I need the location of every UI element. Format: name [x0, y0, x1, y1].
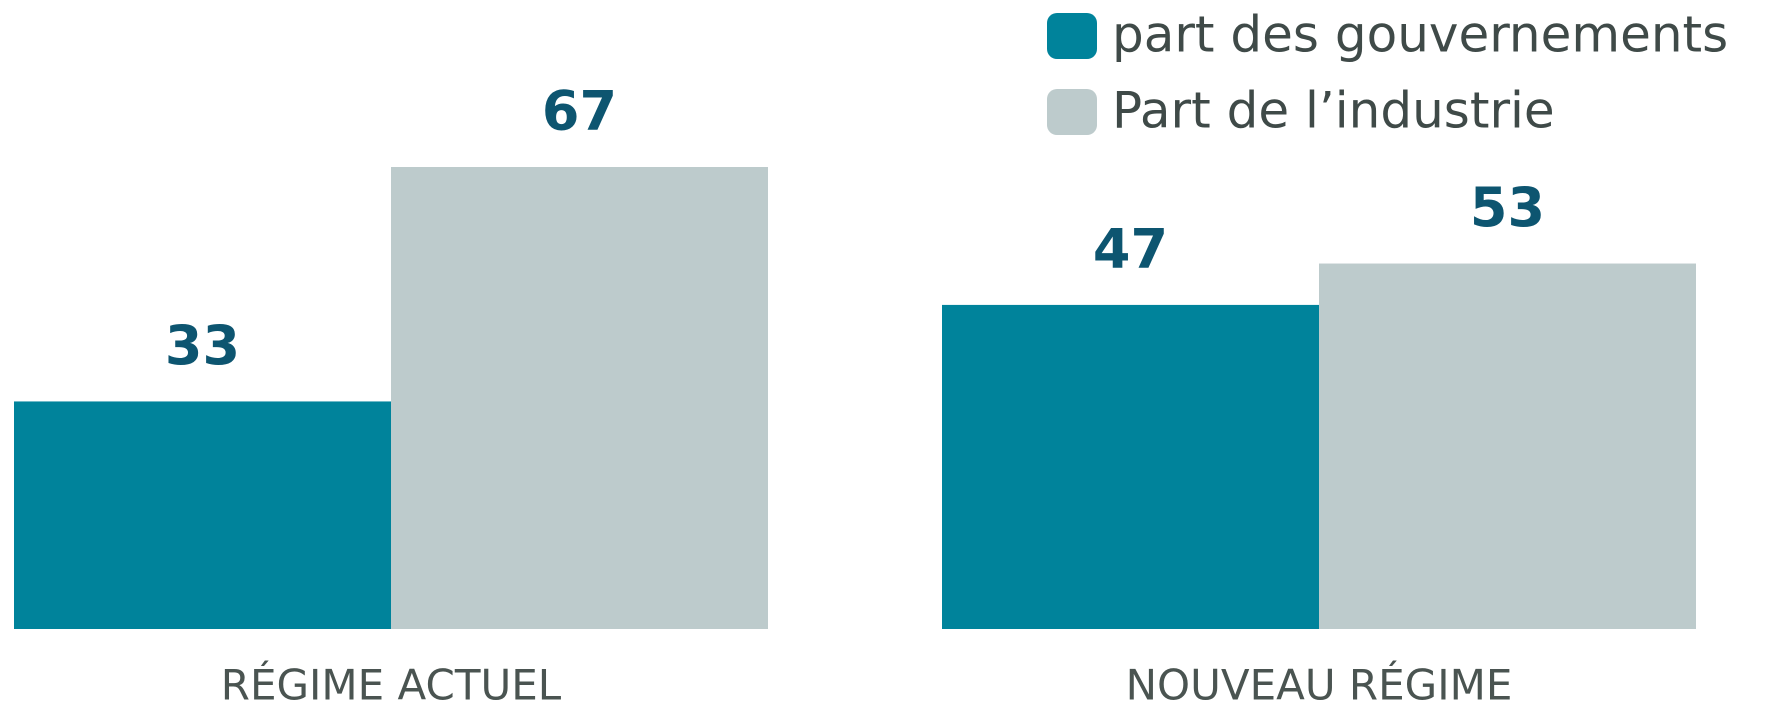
legend-swatch [1047, 89, 1097, 135]
legend-label: part des gouvernements [1112, 6, 1728, 64]
x-tick-label: NOUVEAU RÉGIME [1126, 660, 1513, 705]
value-label: 33 [165, 314, 240, 377]
legend-swatch [1047, 13, 1097, 59]
legend-label: Part de l’industrie [1112, 82, 1555, 140]
bar [391, 167, 768, 629]
value-label: 53 [1470, 176, 1545, 239]
value-label: 47 [1093, 218, 1168, 281]
bar [14, 401, 391, 629]
x-tick-label: RÉGIME ACTUEL [221, 660, 562, 705]
bar [942, 304, 1319, 629]
bar [1319, 263, 1696, 629]
value-label: 67 [542, 80, 617, 143]
